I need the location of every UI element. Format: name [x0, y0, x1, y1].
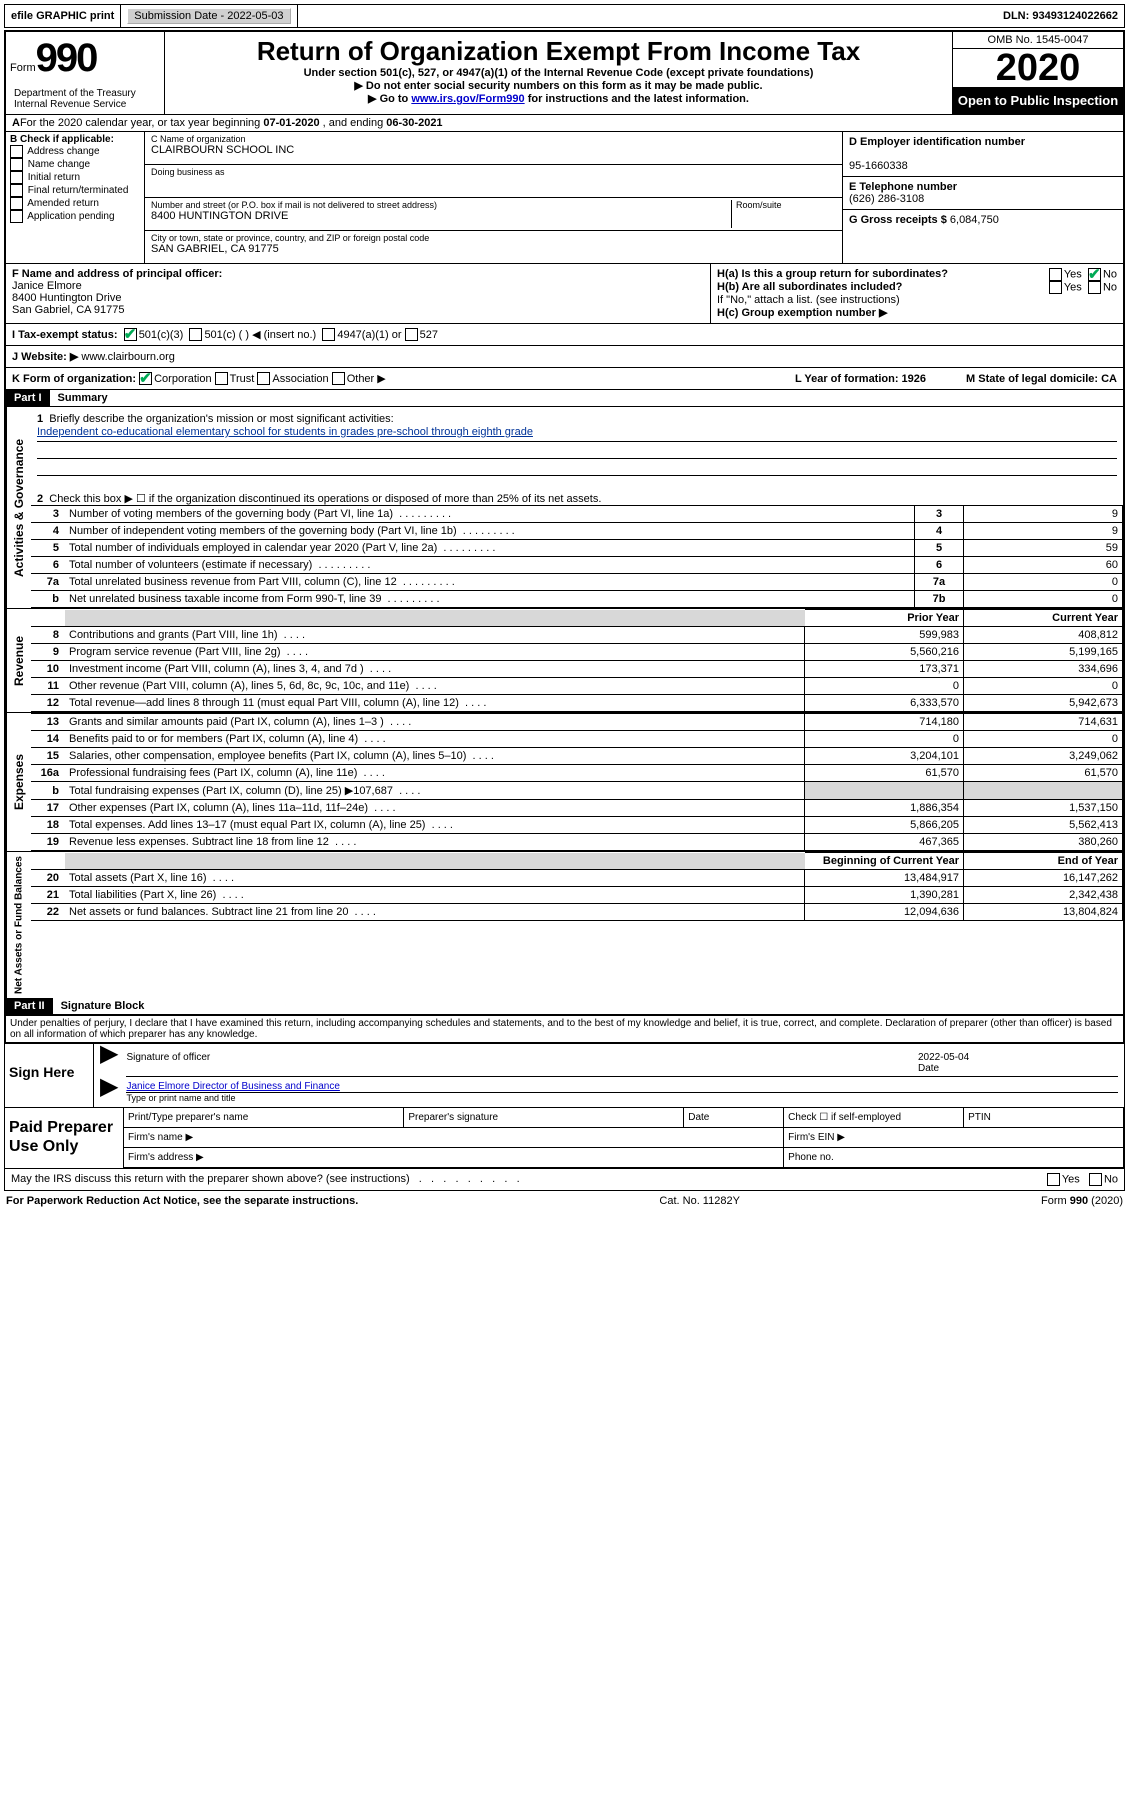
table-row: bNet unrelated business taxable income f… — [31, 591, 1123, 608]
row-I: I Tax-exempt status: 501(c)(3) 501(c) ( … — [6, 324, 1123, 346]
form-id-box: Form990 Department of the Treasury Inter… — [6, 32, 165, 114]
ein: 95-1660338 — [849, 160, 908, 172]
subtitle-1: Under section 501(c), 527, or 4947(a)(1)… — [173, 67, 944, 79]
table-row: 18Total expenses. Add lines 13–17 (must … — [31, 817, 1123, 834]
inspection-label: Open to Public Inspection — [953, 87, 1123, 114]
dln: DLN: 93493124022662 — [997, 5, 1124, 27]
table-row: 6Total number of volunteers (estimate if… — [31, 557, 1123, 574]
table-row: bTotal fundraising expenses (Part IX, co… — [31, 782, 1123, 800]
side-expenses: Expenses — [6, 713, 31, 851]
tax-year: 2020 — [953, 49, 1123, 87]
subtitle-2: Do not enter social security numbers on … — [173, 79, 944, 92]
year-box: OMB No. 1545-0047 2020 Open to Public In… — [952, 32, 1123, 114]
table-row: 16aProfessional fundraising fees (Part I… — [31, 765, 1123, 782]
org-name: CLAIRBOURN SCHOOL INC — [151, 144, 836, 156]
side-revenue: Revenue — [6, 609, 31, 712]
table-row: 19Revenue less expenses. Subtract line 1… — [31, 834, 1123, 851]
side-netassets: Net Assets or Fund Balances — [6, 852, 31, 998]
org-city: SAN GABRIEL, CA 91775 — [151, 243, 836, 255]
submission-date: Submission Date - 2022-05-03 — [121, 5, 297, 27]
title-box: Return of Organization Exempt From Incom… — [165, 32, 952, 114]
table-row: 17Other expenses (Part IX, column (A), l… — [31, 800, 1123, 817]
phone: (626) 286-3108 — [849, 193, 924, 205]
table-row: 13Grants and similar amounts paid (Part … — [31, 714, 1123, 731]
top-bar: efile GRAPHIC print Submission Date - 20… — [4, 4, 1125, 28]
table-row: 14Benefits paid to or for members (Part … — [31, 731, 1123, 748]
table-row: 7aTotal unrelated business revenue from … — [31, 574, 1123, 591]
preparer-section: Paid Preparer Use Only Print/Type prepar… — [4, 1108, 1125, 1169]
row-K: K Form of organization: Corporation Trus… — [6, 368, 1123, 390]
org-address: 8400 HUNTINGTON DRIVE — [151, 210, 731, 222]
discuss-row: May the IRS discuss this return with the… — [4, 1169, 1125, 1191]
table-row: 3Number of voting members of the governi… — [31, 506, 1123, 523]
table-row: 21Total liabilities (Part X, line 26) . … — [31, 887, 1123, 904]
part2-header: Part II Signature Block — [6, 998, 1123, 1015]
table-row: 4Number of independent voting members of… — [31, 523, 1123, 540]
table-row: 8Contributions and grants (Part VIII, li… — [31, 627, 1123, 644]
row-J: J Website: ▶ www.clairbourn.org — [6, 346, 1123, 368]
footer: For Paperwork Reduction Act Notice, see … — [4, 1191, 1125, 1211]
table-row: 15Salaries, other compensation, employee… — [31, 748, 1123, 765]
subtitle-3: Go to www.irs.gov/Form990 for instructio… — [173, 92, 944, 105]
section-B: B Check if applicable: Address change Na… — [6, 132, 145, 263]
penalties-text: Under penalties of perjury, I declare th… — [6, 1015, 1123, 1042]
table-row: 11Other revenue (Part VIII, column (A), … — [31, 678, 1123, 695]
sign-section: Sign Here ▶ Signature of officer 2022-05… — [4, 1044, 1125, 1108]
section-F: F Name and address of principal officer:… — [6, 264, 711, 323]
table-row: 10Investment income (Part VIII, column (… — [31, 661, 1123, 678]
table-row: 5Total number of individuals employed in… — [31, 540, 1123, 557]
table-row: 22Net assets or fund balances. Subtract … — [31, 904, 1123, 921]
website: www.clairbourn.org — [81, 351, 175, 363]
section-H: H(a) Is this a group return for subordin… — [711, 264, 1123, 323]
dept-label: Department of the Treasury Internal Reve… — [10, 86, 140, 112]
part1-header: Part I Summary — [6, 390, 1123, 407]
form-title: Return of Organization Exempt From Incom… — [173, 36, 944, 67]
section-C: C Name of organization CLAIRBOURN SCHOOL… — [145, 132, 843, 263]
irs-link[interactable]: www.irs.gov/Form990 — [411, 93, 524, 105]
section-DE: D Employer identification number 95-1660… — [843, 132, 1123, 263]
mission-text: Independent co-educational elementary sc… — [37, 425, 1117, 442]
gross-receipts: 6,084,750 — [950, 214, 999, 226]
table-row: 9Program service revenue (Part VIII, lin… — [31, 644, 1123, 661]
efile-label: efile GRAPHIC print — [5, 5, 121, 27]
form-box: Form990 Department of the Treasury Inter… — [4, 30, 1125, 1044]
table-row: 12Total revenue—add lines 8 through 11 (… — [31, 695, 1123, 712]
table-row: 20Total assets (Part X, line 16) . . . .… — [31, 870, 1123, 887]
row-A: AFor the 2020 calendar year, or tax year… — [6, 115, 1123, 132]
officer-name: Janice Elmore Director of Business and F… — [126, 1081, 1118, 1092]
side-governance: Activities & Governance — [6, 407, 31, 608]
